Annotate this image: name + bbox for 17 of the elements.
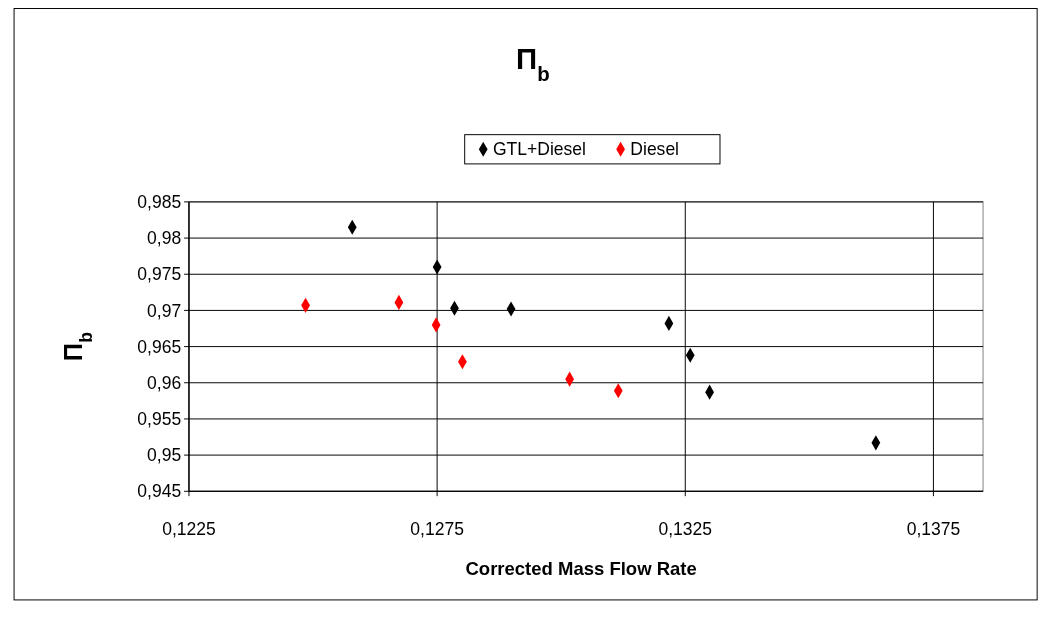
x-tick-label: 0,1275 <box>410 519 464 540</box>
chart-title: Π$_{b}$ <box>516 43 550 85</box>
x-axis-title: Corrected Mass Flow Rate <box>465 558 697 580</box>
y-tick-label: 0,965 <box>137 336 182 357</box>
y-tick-label: 0,985 <box>137 192 182 213</box>
y-tick-label: 0,975 <box>137 264 182 285</box>
x-tick-label: 0,1375 <box>906 519 961 540</box>
y-tick-label: 0,955 <box>137 409 182 430</box>
y-tick-label: 0,98 <box>147 228 182 249</box>
y-tick-label: 0,97 <box>147 300 182 321</box>
legend-label: GTL+Diesel <box>492 139 586 160</box>
y-tick-label: 0,95 <box>147 445 182 466</box>
y-tick-label: 0,96 <box>147 372 182 393</box>
x-tick-label: 0,1225 <box>162 519 216 540</box>
legend-label: Diesel <box>630 139 680 160</box>
x-tick-label: 0,1325 <box>658 519 713 540</box>
y-tick-label: 0,945 <box>137 481 182 502</box>
